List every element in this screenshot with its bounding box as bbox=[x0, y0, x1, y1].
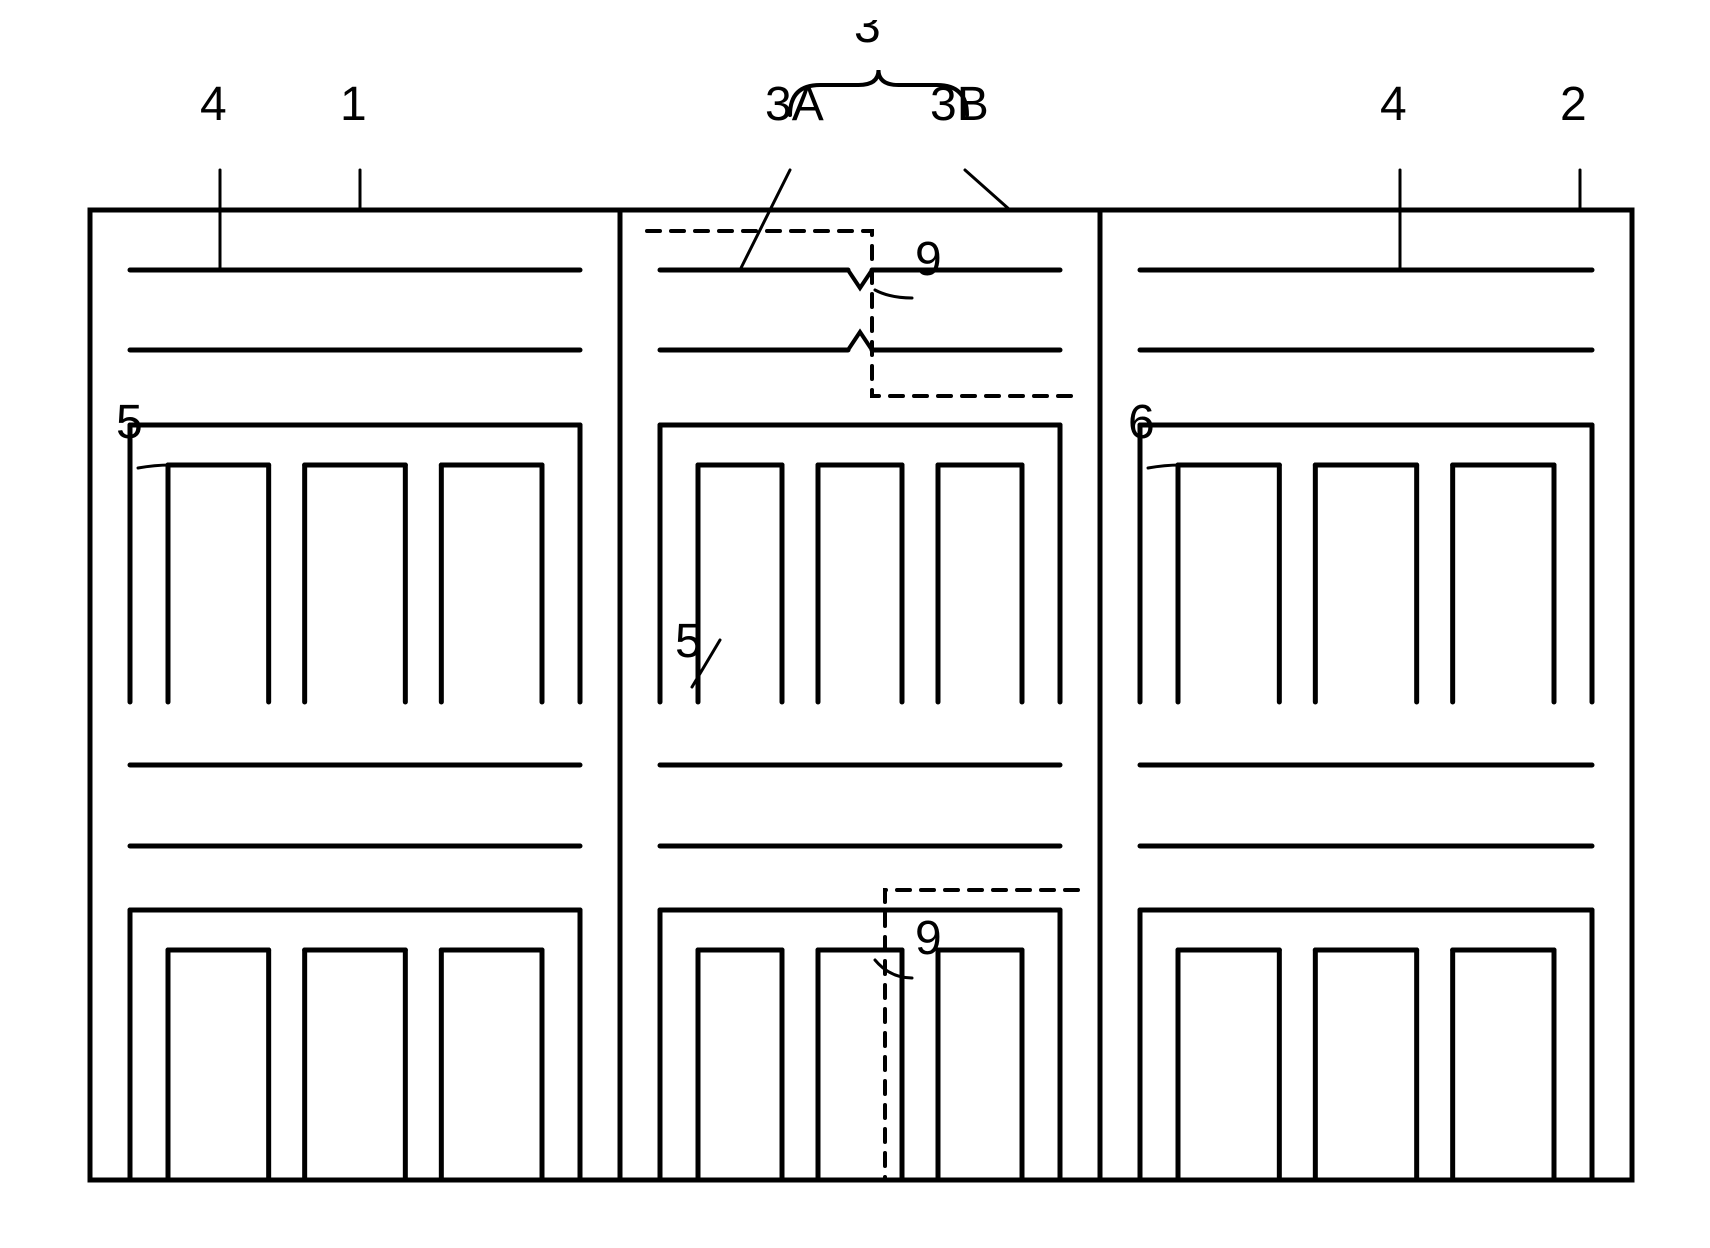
diagram-element-103 bbox=[875, 290, 912, 298]
label-1: 1 bbox=[340, 78, 367, 131]
diagram-svg: 1 4 3 3A 3B 2 4 5 5 6 9 9 bbox=[20, 20, 1690, 1228]
diagram-element-96 bbox=[740, 170, 790, 270]
label-3: 3 bbox=[854, 20, 881, 53]
diagram-element-100 bbox=[138, 465, 170, 468]
label-9-lower: 9 bbox=[915, 912, 942, 965]
label-3B: 3B bbox=[930, 78, 989, 131]
diagram-element-9 bbox=[848, 270, 872, 288]
diagram-element-91 bbox=[647, 231, 1074, 396]
schematic-diagram: 1 4 3 3A 3B 2 4 5 5 6 9 9 bbox=[20, 20, 1690, 1228]
label-4-right: 4 bbox=[1380, 78, 1407, 131]
diagram-element-1 bbox=[620, 210, 1100, 1180]
label-3A: 3A bbox=[765, 78, 824, 131]
diagram-element-104 bbox=[875, 960, 912, 978]
diagram-element-92 bbox=[885, 890, 1078, 1180]
label-5-left: 5 bbox=[116, 396, 143, 449]
label-4-left: 4 bbox=[200, 78, 227, 131]
label-6: 6 bbox=[1128, 396, 1155, 449]
diagram-element-97 bbox=[965, 170, 1010, 210]
label-5-center: 5 bbox=[675, 615, 702, 668]
label-2: 2 bbox=[1560, 78, 1587, 131]
label-9-upper: 9 bbox=[915, 233, 942, 286]
diagram-element-102 bbox=[1148, 465, 1180, 468]
diagram-element-12 bbox=[848, 332, 872, 350]
